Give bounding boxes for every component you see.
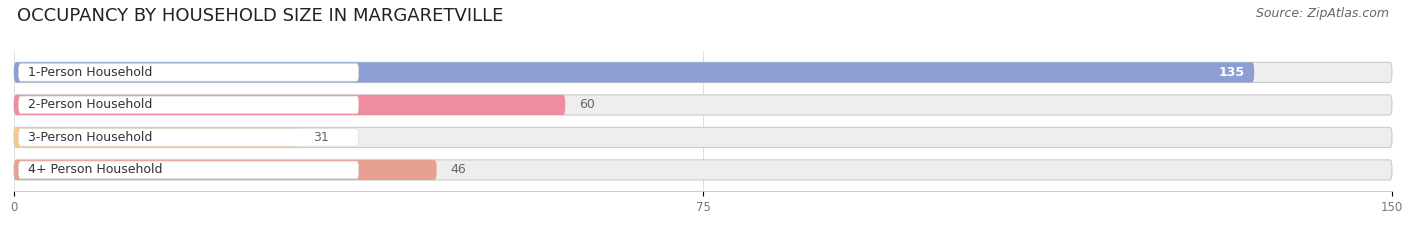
- FancyBboxPatch shape: [14, 127, 1392, 147]
- FancyBboxPatch shape: [18, 161, 359, 179]
- FancyBboxPatch shape: [18, 129, 359, 146]
- Text: 31: 31: [312, 131, 329, 144]
- Text: 46: 46: [450, 163, 467, 176]
- FancyBboxPatch shape: [14, 160, 437, 180]
- Text: 4+ Person Household: 4+ Person Household: [28, 163, 162, 176]
- FancyBboxPatch shape: [14, 95, 1392, 115]
- Text: OCCUPANCY BY HOUSEHOLD SIZE IN MARGARETVILLE: OCCUPANCY BY HOUSEHOLD SIZE IN MARGARETV…: [17, 7, 503, 25]
- FancyBboxPatch shape: [14, 62, 1392, 82]
- FancyBboxPatch shape: [14, 95, 565, 115]
- FancyBboxPatch shape: [14, 160, 1392, 180]
- Text: 135: 135: [1219, 66, 1244, 79]
- Text: 1-Person Household: 1-Person Household: [28, 66, 152, 79]
- FancyBboxPatch shape: [18, 64, 359, 81]
- Text: 3-Person Household: 3-Person Household: [28, 131, 152, 144]
- Text: Source: ZipAtlas.com: Source: ZipAtlas.com: [1256, 7, 1389, 20]
- Text: 2-Person Household: 2-Person Household: [28, 98, 152, 111]
- FancyBboxPatch shape: [14, 127, 299, 147]
- FancyBboxPatch shape: [18, 96, 359, 114]
- Text: 60: 60: [579, 98, 595, 111]
- FancyBboxPatch shape: [14, 62, 1254, 82]
